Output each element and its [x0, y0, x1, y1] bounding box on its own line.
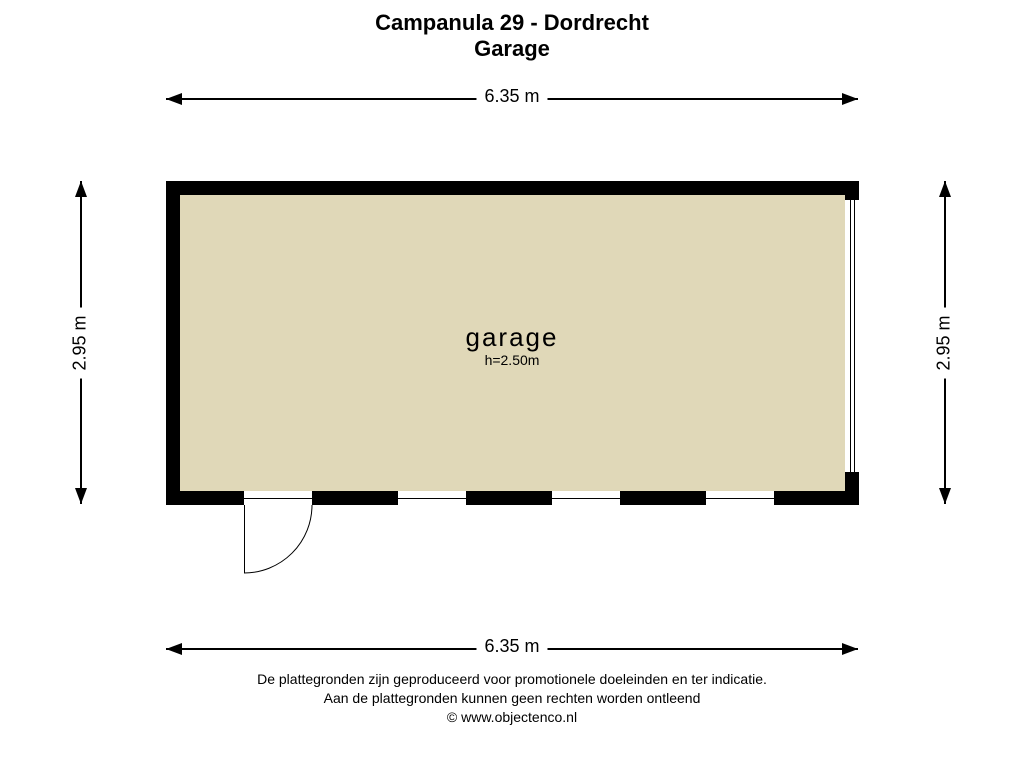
- bottom-gap-line-1: [398, 498, 466, 499]
- dim-label-top: 6.35 m: [476, 86, 547, 107]
- footer-line2: Aan de plattegronden kunnen geen rechten…: [0, 689, 1024, 708]
- door-arc: [244, 505, 314, 575]
- dim-arrow-left-bottom: [166, 643, 182, 655]
- right-window-line-1: [850, 200, 851, 472]
- footer: De plattegronden zijn geproduceerd voor …: [0, 670, 1024, 727]
- bottom-gap-line-0: [244, 498, 312, 499]
- room-height-label: h=2.50m: [485, 352, 540, 368]
- dim-arrow-right-top: [842, 93, 858, 105]
- dim-arrow-up-left: [75, 181, 87, 197]
- right-window-line-2: [854, 200, 855, 472]
- bottom-gap-line-3: [706, 498, 774, 499]
- bottom-gap-line-2: [552, 498, 620, 499]
- right-window-gap: [845, 200, 859, 472]
- dim-arrow-down-left: [75, 488, 87, 504]
- title-line-1: Campanula 29 - Dordrecht: [0, 10, 1024, 36]
- dim-arrow-right-bottom: [842, 643, 858, 655]
- dim-arrow-left-top: [166, 93, 182, 105]
- dim-label-bottom: 6.35 m: [476, 636, 547, 657]
- footer-line3: © www.objectenco.nl: [0, 708, 1024, 727]
- dim-label-left: 2.95 m: [70, 307, 91, 378]
- floorplan-canvas: Campanula 29 - DordrechtGarage 6.35 m 6.35…: [0, 0, 1024, 768]
- dim-arrow-up-right: [939, 181, 951, 197]
- title-line-2: Garage: [0, 36, 1024, 62]
- dim-arrow-down-right: [939, 488, 951, 504]
- footer-line1: De plattegronden zijn geproduceerd voor …: [0, 670, 1024, 689]
- room-name: garage: [466, 322, 559, 353]
- dim-label-right: 2.95 m: [934, 307, 955, 378]
